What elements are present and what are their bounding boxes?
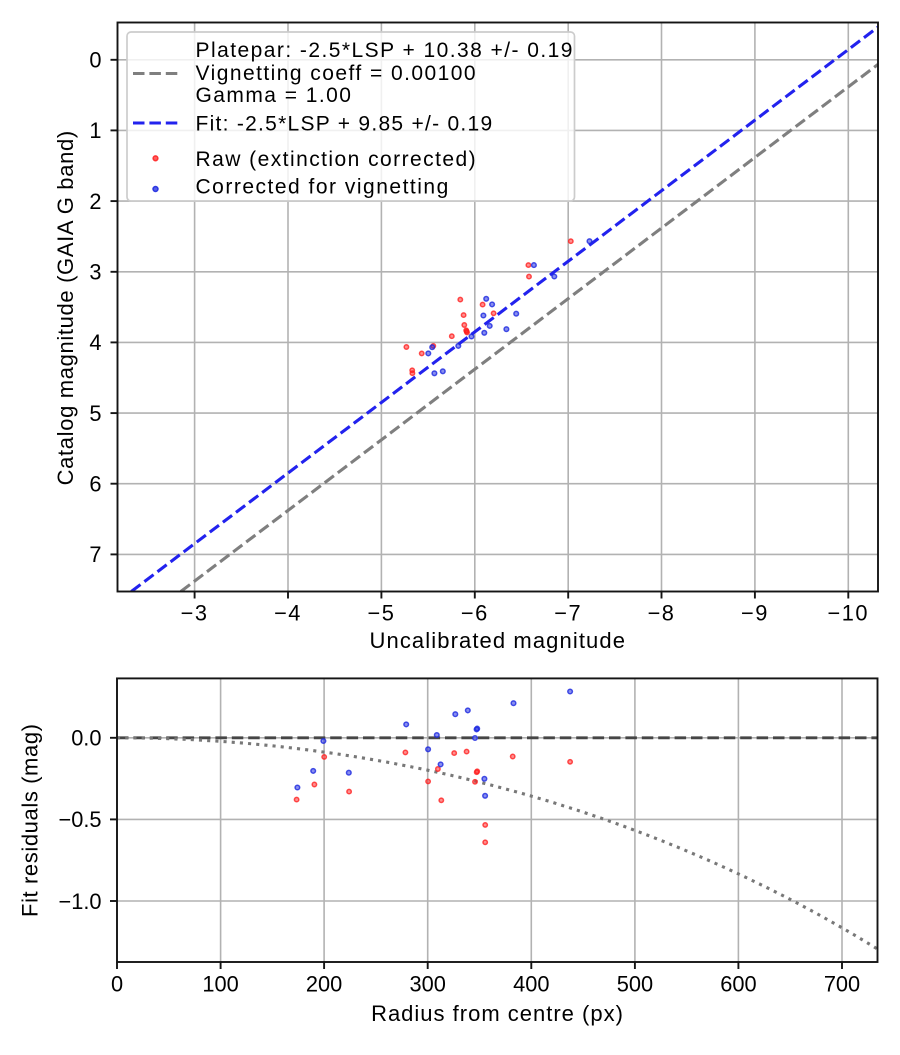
svg-text:−3: −3 bbox=[181, 600, 209, 625]
svg-text:4: 4 bbox=[89, 330, 101, 355]
svg-text:Fit: -2.5*LSP + 9.85 +/- 0.19: Fit: -2.5*LSP + 9.85 +/- 0.19 bbox=[196, 113, 494, 136]
svg-text:Fit residuals (mag): Fit residuals (mag) bbox=[17, 723, 42, 917]
svg-text:Catalog magnitude (GAIA G band: Catalog magnitude (GAIA G band) bbox=[53, 130, 78, 485]
svg-text:7: 7 bbox=[89, 542, 101, 567]
svg-text:700: 700 bbox=[824, 972, 860, 997]
svg-text:500: 500 bbox=[617, 972, 653, 997]
svg-text:Gamma = 1.00: Gamma = 1.00 bbox=[196, 84, 353, 107]
svg-text:2: 2 bbox=[89, 189, 101, 214]
svg-text:Radius from centre (px): Radius from centre (px) bbox=[371, 1001, 624, 1026]
svg-text:0: 0 bbox=[89, 48, 101, 73]
svg-text:Uncalibrated magnitude: Uncalibrated magnitude bbox=[370, 628, 627, 653]
svg-text:−6: −6 bbox=[461, 600, 489, 625]
svg-text:Vignetting coeff = 0.00100: Vignetting coeff = 0.00100 bbox=[196, 62, 478, 85]
svg-text:−10: −10 bbox=[828, 600, 869, 625]
svg-text:−5: −5 bbox=[367, 600, 395, 625]
svg-text:−0.5: −0.5 bbox=[58, 807, 101, 832]
svg-text:300: 300 bbox=[410, 972, 446, 997]
svg-text:600: 600 bbox=[720, 972, 756, 997]
svg-text:0: 0 bbox=[111, 972, 123, 997]
svg-text:Corrected for vignetting: Corrected for vignetting bbox=[196, 176, 450, 199]
svg-text:5: 5 bbox=[89, 401, 101, 426]
svg-text:6: 6 bbox=[89, 472, 101, 497]
svg-text:200: 200 bbox=[306, 972, 342, 997]
svg-text:Platepar: -2.5*LSP + 10.38 +/-: Platepar: -2.5*LSP + 10.38 +/- 0.19 bbox=[196, 39, 574, 62]
svg-text:100: 100 bbox=[202, 972, 238, 997]
svg-text:400: 400 bbox=[513, 972, 549, 997]
svg-text:−9: −9 bbox=[741, 600, 769, 625]
svg-text:−4: −4 bbox=[274, 600, 302, 625]
svg-text:1: 1 bbox=[89, 118, 101, 143]
svg-text:0.0: 0.0 bbox=[71, 726, 101, 751]
svg-text:3: 3 bbox=[89, 260, 101, 285]
svg-text:−1.0: −1.0 bbox=[58, 889, 101, 914]
svg-text:−7: −7 bbox=[554, 600, 582, 625]
svg-text:Raw (extinction corrected): Raw (extinction corrected) bbox=[196, 148, 478, 171]
svg-text:−8: −8 bbox=[648, 600, 676, 625]
